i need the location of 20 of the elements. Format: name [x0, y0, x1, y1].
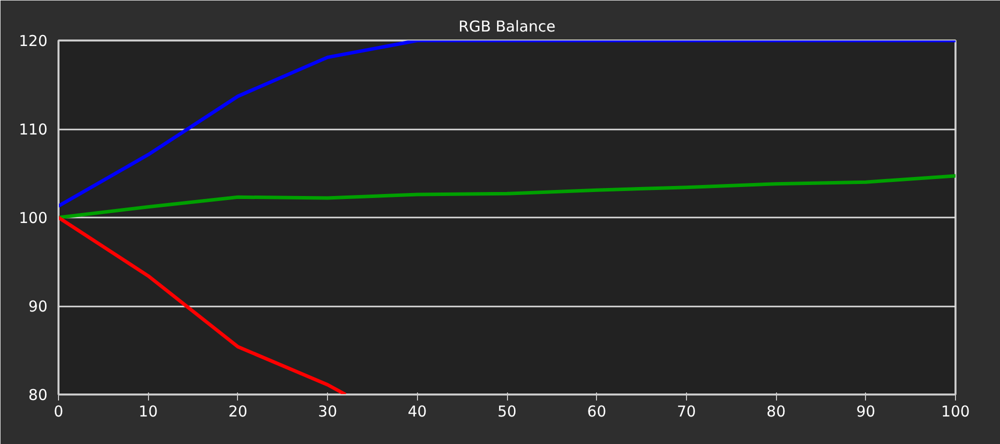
- x-tick-label: 0: [54, 402, 64, 420]
- x-tick-label: 40: [408, 402, 427, 420]
- line-series: [58, 216, 348, 394]
- x-tick-label: 100: [941, 402, 970, 420]
- x-tick-label: 90: [856, 402, 876, 420]
- x-tick-label: 20: [228, 402, 248, 420]
- y-tick-label: 80: [28, 386, 48, 404]
- x-tick-label: 60: [587, 402, 606, 420]
- y-tick-label: 120: [18, 32, 48, 50]
- x-tick-label: 50: [497, 402, 517, 420]
- y-tick-label: 110: [18, 120, 48, 138]
- y-tick-label: 100: [18, 209, 48, 227]
- chart-title: RGB Balance: [458, 18, 556, 36]
- x-tick-label: 30: [318, 402, 338, 420]
- x-tick-label: 10: [138, 402, 158, 420]
- x-tick-label: 70: [676, 402, 696, 420]
- x-tick-label: 80: [766, 402, 786, 420]
- y-tick-label: 90: [28, 298, 48, 316]
- line-series: [58, 174, 956, 220]
- line-series: [58, 40, 956, 208]
